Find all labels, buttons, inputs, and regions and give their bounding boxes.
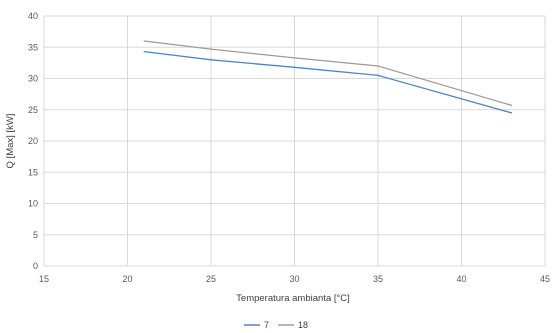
y-tick-label: 40	[28, 11, 38, 21]
y-tick-label: 35	[28, 42, 38, 52]
data-point	[293, 66, 296, 68]
x-tick-label: 45	[540, 274, 550, 284]
y-tick-label: 10	[28, 199, 38, 209]
y-tick-label: 20	[28, 136, 38, 146]
y-tick-label: 0	[33, 261, 38, 271]
x-tick-label: 15	[39, 274, 49, 284]
x-tick-label: 20	[122, 274, 132, 284]
x-tick-label: 35	[373, 274, 383, 284]
data-point	[377, 65, 379, 67]
y-axis-title: Q [Max] [kW]	[5, 114, 16, 169]
data-point	[377, 74, 379, 76]
data-point	[210, 59, 212, 61]
data-point	[293, 57, 296, 59]
legend-label: 18	[298, 320, 308, 330]
data-point	[143, 51, 145, 53]
series-line-18	[144, 40, 512, 107]
y-tick-label: 25	[28, 105, 38, 115]
x-axis-ticks: 15 20 25 30 35 40 45	[39, 274, 550, 284]
data-point	[210, 48, 212, 50]
y-tick-label: 15	[28, 167, 38, 177]
x-tick-label: 40	[456, 274, 466, 284]
x-axis-title: Temperatura ambianta [°C]	[236, 293, 350, 304]
data-point	[143, 40, 145, 42]
legend-label: 7	[264, 320, 269, 330]
x-tick-label: 30	[289, 274, 299, 284]
y-tick-label: 5	[33, 230, 38, 240]
legend: 7 18	[244, 320, 308, 330]
x-tick-label: 25	[206, 274, 216, 284]
data-point	[511, 112, 513, 114]
grid-lines	[43, 15, 546, 267]
data-point	[511, 104, 513, 106]
y-axis-ticks: 0 5 10 15 20 25 30 35 40	[28, 11, 38, 271]
y-tick-label: 30	[28, 74, 38, 84]
series-lines	[143, 40, 513, 114]
